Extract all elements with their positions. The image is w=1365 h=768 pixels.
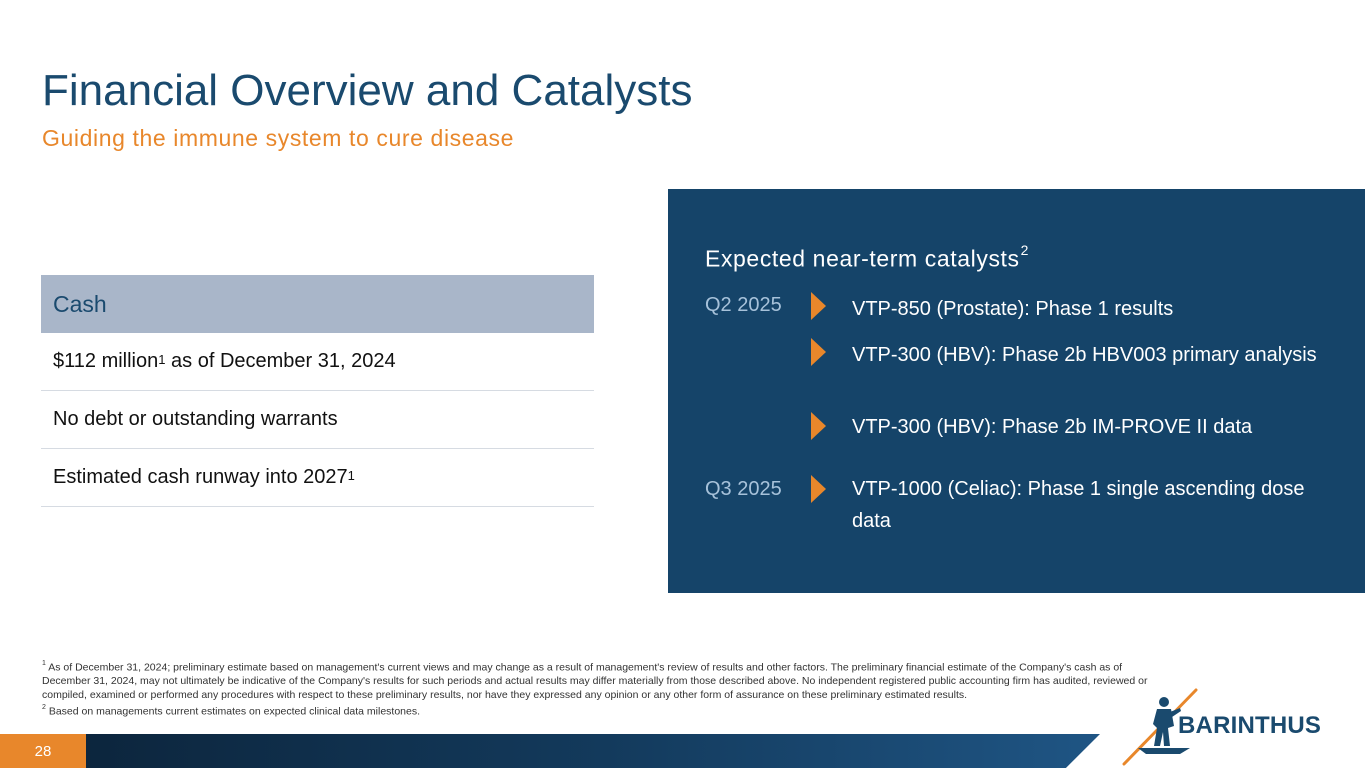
catalysts-heading: Expected near-term catalysts2 (705, 242, 1030, 273)
catalyst-item: VTP-300 (HBV): Phase 2b HBV003 primary a… (852, 344, 1317, 366)
arrow-bullet-icon (811, 338, 826, 366)
arrow-bullet-icon (811, 475, 826, 503)
quarter-label-q2: Q2 2025 (705, 294, 782, 316)
catalysts-panel: Expected near-term catalysts2 Q2 2025 Q3… (668, 189, 1365, 593)
catalyst-item: VTP-300 (HBV): Phase 2b IM-PROVE II data (852, 416, 1253, 438)
cash-row-runway: Estimated cash runway into 2027 1 (41, 449, 594, 507)
footnote-marker: 2 (42, 704, 46, 711)
footnote-2-text: Based on managements current estimates o… (48, 705, 421, 718)
footnote-2: 2 Based on managements current estimates… (42, 702, 1152, 719)
footnote-1: 1 As of December 31, 2024; preliminary e… (42, 658, 1152, 702)
barinthus-logo: BARINTHUS (1110, 688, 1350, 768)
footnote-marker: 1 (42, 660, 46, 667)
catalyst-item: VTP-1000 (Celiac): Phase 1 single ascend… (852, 478, 1305, 532)
catalysts-heading-text: Expected near-term catalysts (705, 245, 1020, 272)
logo-text: BARINTHUS (1178, 712, 1322, 739)
footnote-1-text: As of December 31, 2024; preliminary est… (42, 661, 1148, 701)
cash-table-header: Cash (41, 275, 594, 333)
quarter-label-q3: Q3 2025 (705, 478, 782, 500)
footnote-ref: 1 (158, 352, 166, 367)
page-subtitle: Guiding the immune system to cure diseas… (42, 125, 515, 151)
cash-row-amount: $112 million 1 as of December 31, 2024 (41, 333, 594, 391)
arrow-bullet-icon (811, 292, 826, 320)
cash-amount-text: $112 million (53, 350, 159, 372)
footnotes: 1 As of December 31, 2024; preliminary e… (42, 658, 1152, 719)
bottom-bar (0, 734, 1100, 768)
boatman-icon (1122, 688, 1198, 766)
footnote-ref: 2 (1020, 242, 1030, 258)
cash-table: Cash $112 million 1 as of December 31, 20… (41, 275, 594, 507)
catalyst-item: VTP-850 (Prostate): Phase 1 results (852, 298, 1174, 320)
cash-runway-text: Estimated cash runway into 2027 (53, 466, 348, 488)
footnote-ref: 1 (347, 468, 355, 483)
cash-amount-date: as of December 31, 2024 (165, 350, 396, 372)
arrow-bullet-icon (811, 412, 826, 440)
cash-row-debt: No debt or outstanding warrants (41, 391, 594, 449)
page-title: Financial Overview and Catalysts (42, 66, 693, 115)
page-number: 28 (0, 734, 86, 768)
cash-debt-text: No debt or outstanding warrants (53, 408, 338, 430)
